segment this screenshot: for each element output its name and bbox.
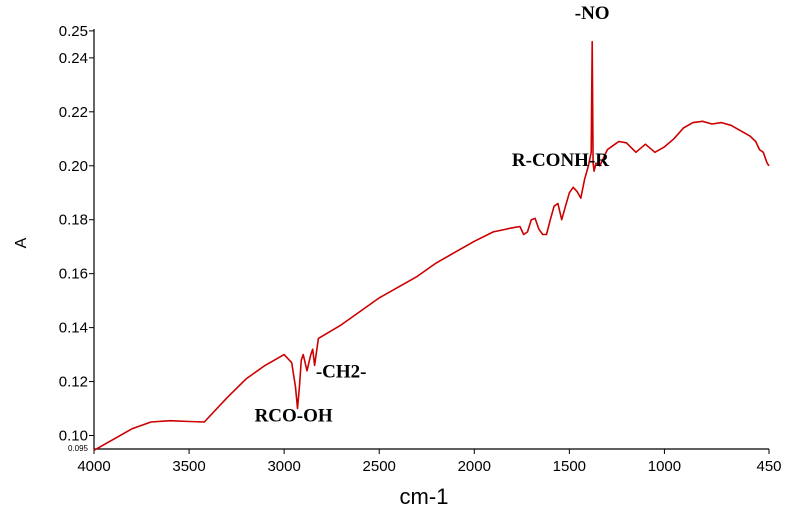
y-axis-label: A (13, 237, 30, 248)
x-tick-label: 1000 (648, 458, 681, 475)
y-tick-label: 0.16 (59, 266, 88, 283)
annotation-label: RCO-OH (255, 405, 333, 426)
x-tick-label: 1500 (553, 458, 586, 475)
x-tick-label: 2000 (458, 458, 491, 475)
y-tick-label: 0.14 (59, 320, 88, 337)
annotations: -NO R-CONH-R -CH2- RCO-OH (255, 3, 610, 426)
plot-area (93, 40, 770, 451)
tick-labels: 4000 3500 3000 2500 2000 1500 1000 450 0.10 0.12 0… (59, 23, 782, 475)
axes (93, 29, 769, 450)
x-axis-label: cm-1 (400, 484, 449, 509)
annotation-label: -CH2- (316, 362, 367, 383)
y-tick-label: 0.10 (59, 428, 88, 445)
x-tick-label: 450 (756, 458, 781, 475)
annotation-label: -NO (575, 3, 610, 24)
spectrum-line (93, 40, 770, 451)
y-tick-label: 0.12 (59, 374, 88, 391)
y-tick-label: 0.25 (59, 23, 88, 40)
y-tick-label: 0.18 (59, 212, 88, 229)
x-tick-label: 4000 (77, 458, 110, 475)
x-tick-label: 3500 (172, 458, 205, 475)
x-tick-label: 2500 (363, 458, 396, 475)
y-min-label: 0.095 (68, 444, 89, 453)
annotation-label: R-CONH-R (512, 150, 609, 171)
y-tick-label: 0.22 (59, 104, 88, 121)
y-tick-label: 0.20 (59, 158, 88, 175)
y-tick-label: 0.24 (59, 50, 88, 67)
x-tick-label: 3000 (267, 458, 300, 475)
